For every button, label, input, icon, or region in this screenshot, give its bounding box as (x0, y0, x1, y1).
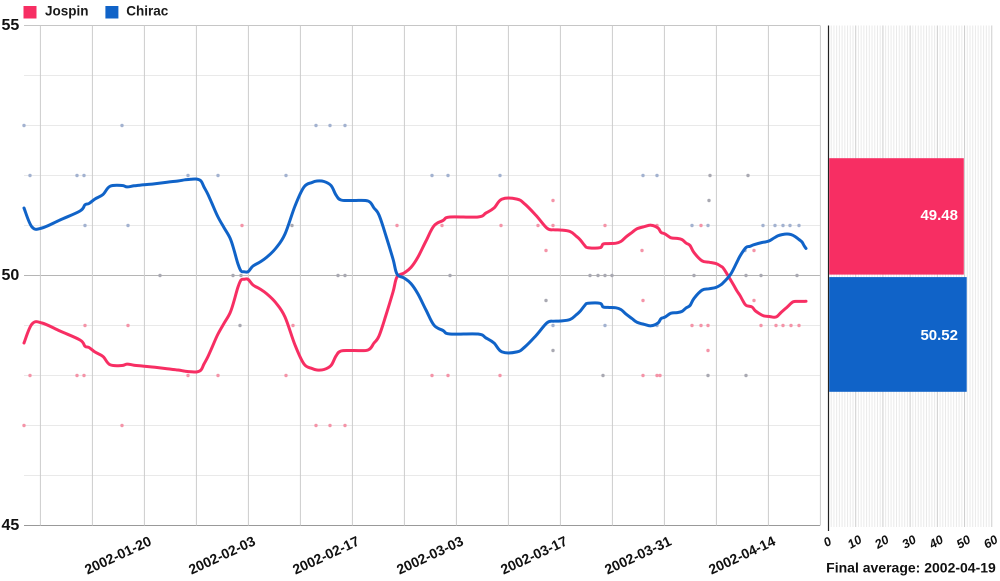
svg-text:Chirac: Chirac (126, 4, 169, 19)
svg-text:45: 45 (2, 517, 20, 534)
svg-text:30: 30 (900, 532, 919, 551)
svg-text:40: 40 (926, 532, 946, 552)
svg-text:Final average: 2002-04-19: Final average: 2002-04-19 (826, 560, 996, 576)
svg-text:50: 50 (954, 532, 973, 551)
svg-text:20: 20 (872, 532, 892, 552)
svg-text:55: 55 (2, 17, 20, 34)
svg-text:Jospin: Jospin (45, 4, 89, 19)
svg-text:60: 60 (981, 532, 1000, 551)
svg-text:50.52: 50.52 (920, 327, 958, 344)
svg-text:50: 50 (2, 267, 20, 284)
svg-text:10: 10 (845, 532, 864, 551)
svg-text:49.48: 49.48 (920, 207, 958, 224)
